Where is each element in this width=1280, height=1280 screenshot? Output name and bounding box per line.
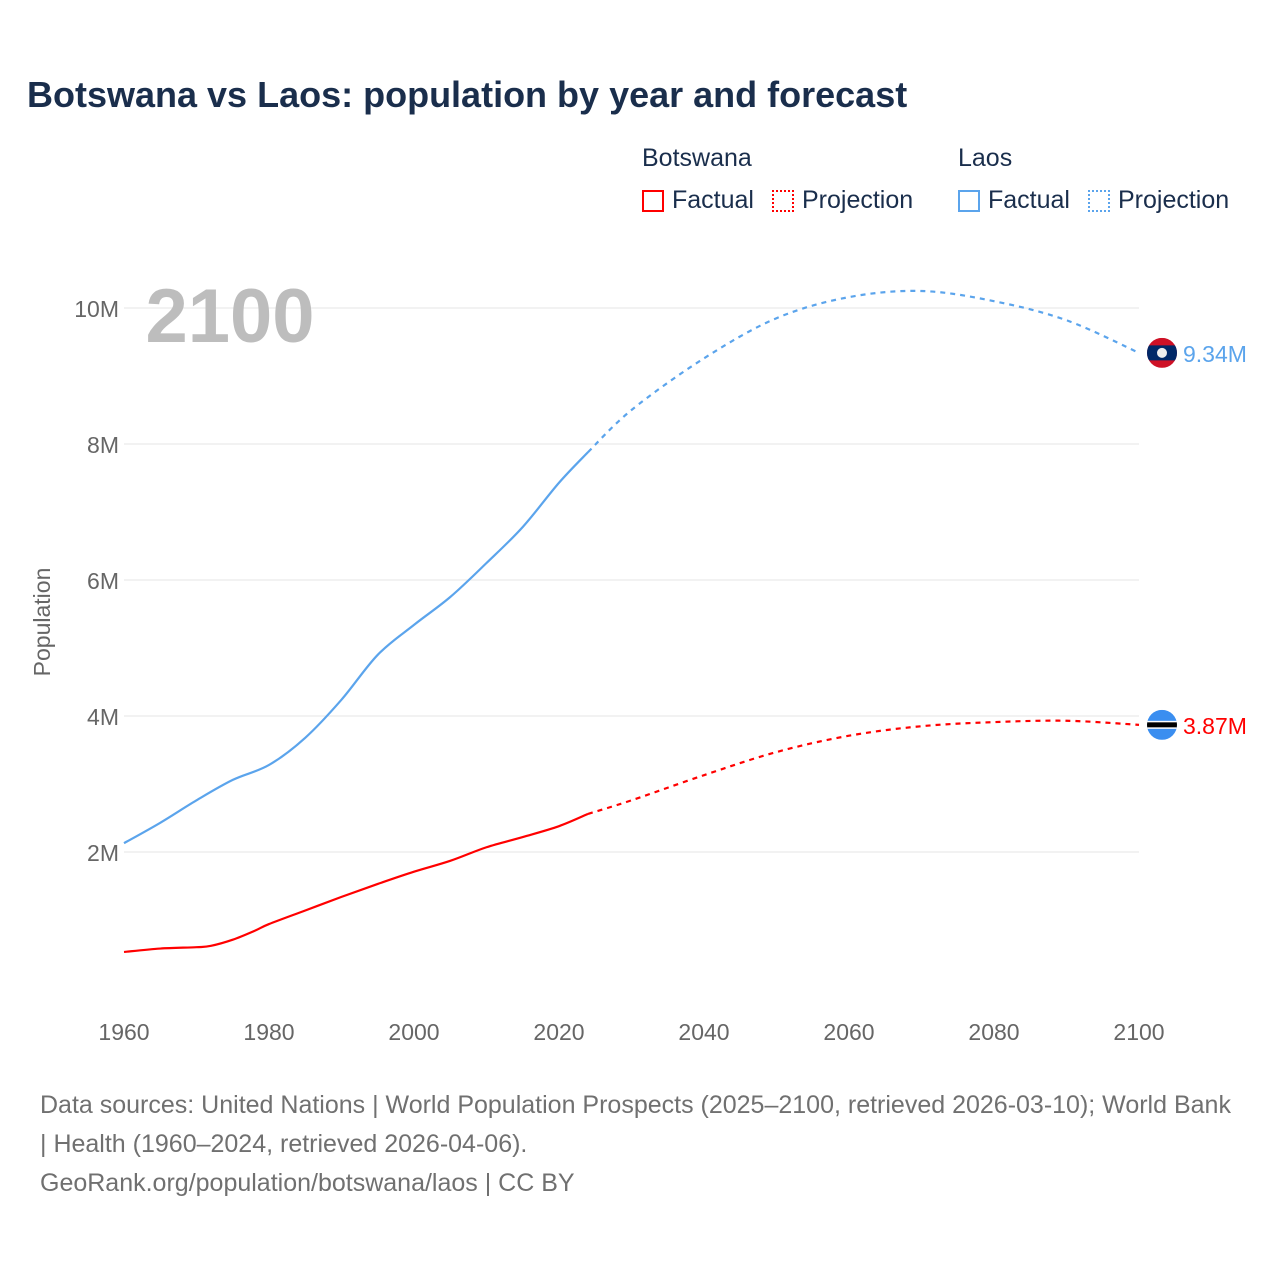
x-tick-label: 2100 <box>1113 1019 1164 1045</box>
legend-swatch-factual <box>642 189 664 212</box>
footer: Data sources: United Nations | World Pop… <box>40 1086 1240 1203</box>
flag-black <box>1147 722 1177 728</box>
laos-projection-line <box>587 289 1140 453</box>
y-tick-label: 6M <box>87 568 119 594</box>
legend-label-projection[interactable]: Projection <box>1117 186 1230 214</box>
flag-body <box>1147 709 1177 740</box>
legend-swatch-factual <box>958 189 980 212</box>
laos-flag <box>1147 337 1177 368</box>
y-tick-label: 8M <box>87 432 119 458</box>
botswana-factual-line <box>123 812 589 954</box>
source-link[interactable]: GeoRank.org/population/botswana/laos | C… <box>40 1169 575 1197</box>
flag-disc <box>1157 347 1167 358</box>
x-tick-label: 1960 <box>98 1019 149 1045</box>
laos-end-label: 9.34M <box>1183 341 1247 367</box>
chart-title: Botswana vs Laos: population by year and… <box>27 74 908 115</box>
y-tick-label: 2M <box>87 840 119 866</box>
botswana-flag <box>1147 709 1177 740</box>
legend-botswana: Botswana Factual Projection <box>642 144 931 215</box>
legend-label-factual[interactable]: Factual <box>988 186 1070 214</box>
legend-swatch-projection <box>771 189 794 212</box>
x-tick-label: 2000 <box>388 1019 439 1045</box>
y-tick-label: 10M <box>74 296 119 322</box>
laos-factual-line <box>123 451 589 845</box>
x-tick-label: 2060 <box>823 1019 874 1045</box>
legend-group-name: Botswana <box>642 144 752 172</box>
year-watermark: 2100 <box>145 274 314 359</box>
y-tick-label: 4M <box>87 704 119 730</box>
legend-label-projection[interactable]: Projection <box>801 186 914 214</box>
legend-label-factual[interactable]: Factual <box>672 186 754 214</box>
botswana-projection-line <box>587 719 1140 815</box>
x-tick-label: 1980 <box>243 1019 294 1045</box>
y-axis-label: Population <box>29 568 55 677</box>
flag-body <box>1147 337 1177 368</box>
botswana-end-label: 3.87M <box>1183 713 1247 739</box>
legend-laos: Laos Factual Projection <box>958 144 1247 215</box>
x-tick-label: 2080 <box>968 1019 1019 1045</box>
data-sources: Data sources: United Nations | World Pop… <box>40 1091 1231 1158</box>
legend-swatch-projection <box>1087 189 1110 212</box>
x-tick-label: 2040 <box>678 1019 729 1045</box>
x-tick-label: 2020 <box>533 1019 584 1045</box>
legend-group-name: Laos <box>958 144 1013 172</box>
